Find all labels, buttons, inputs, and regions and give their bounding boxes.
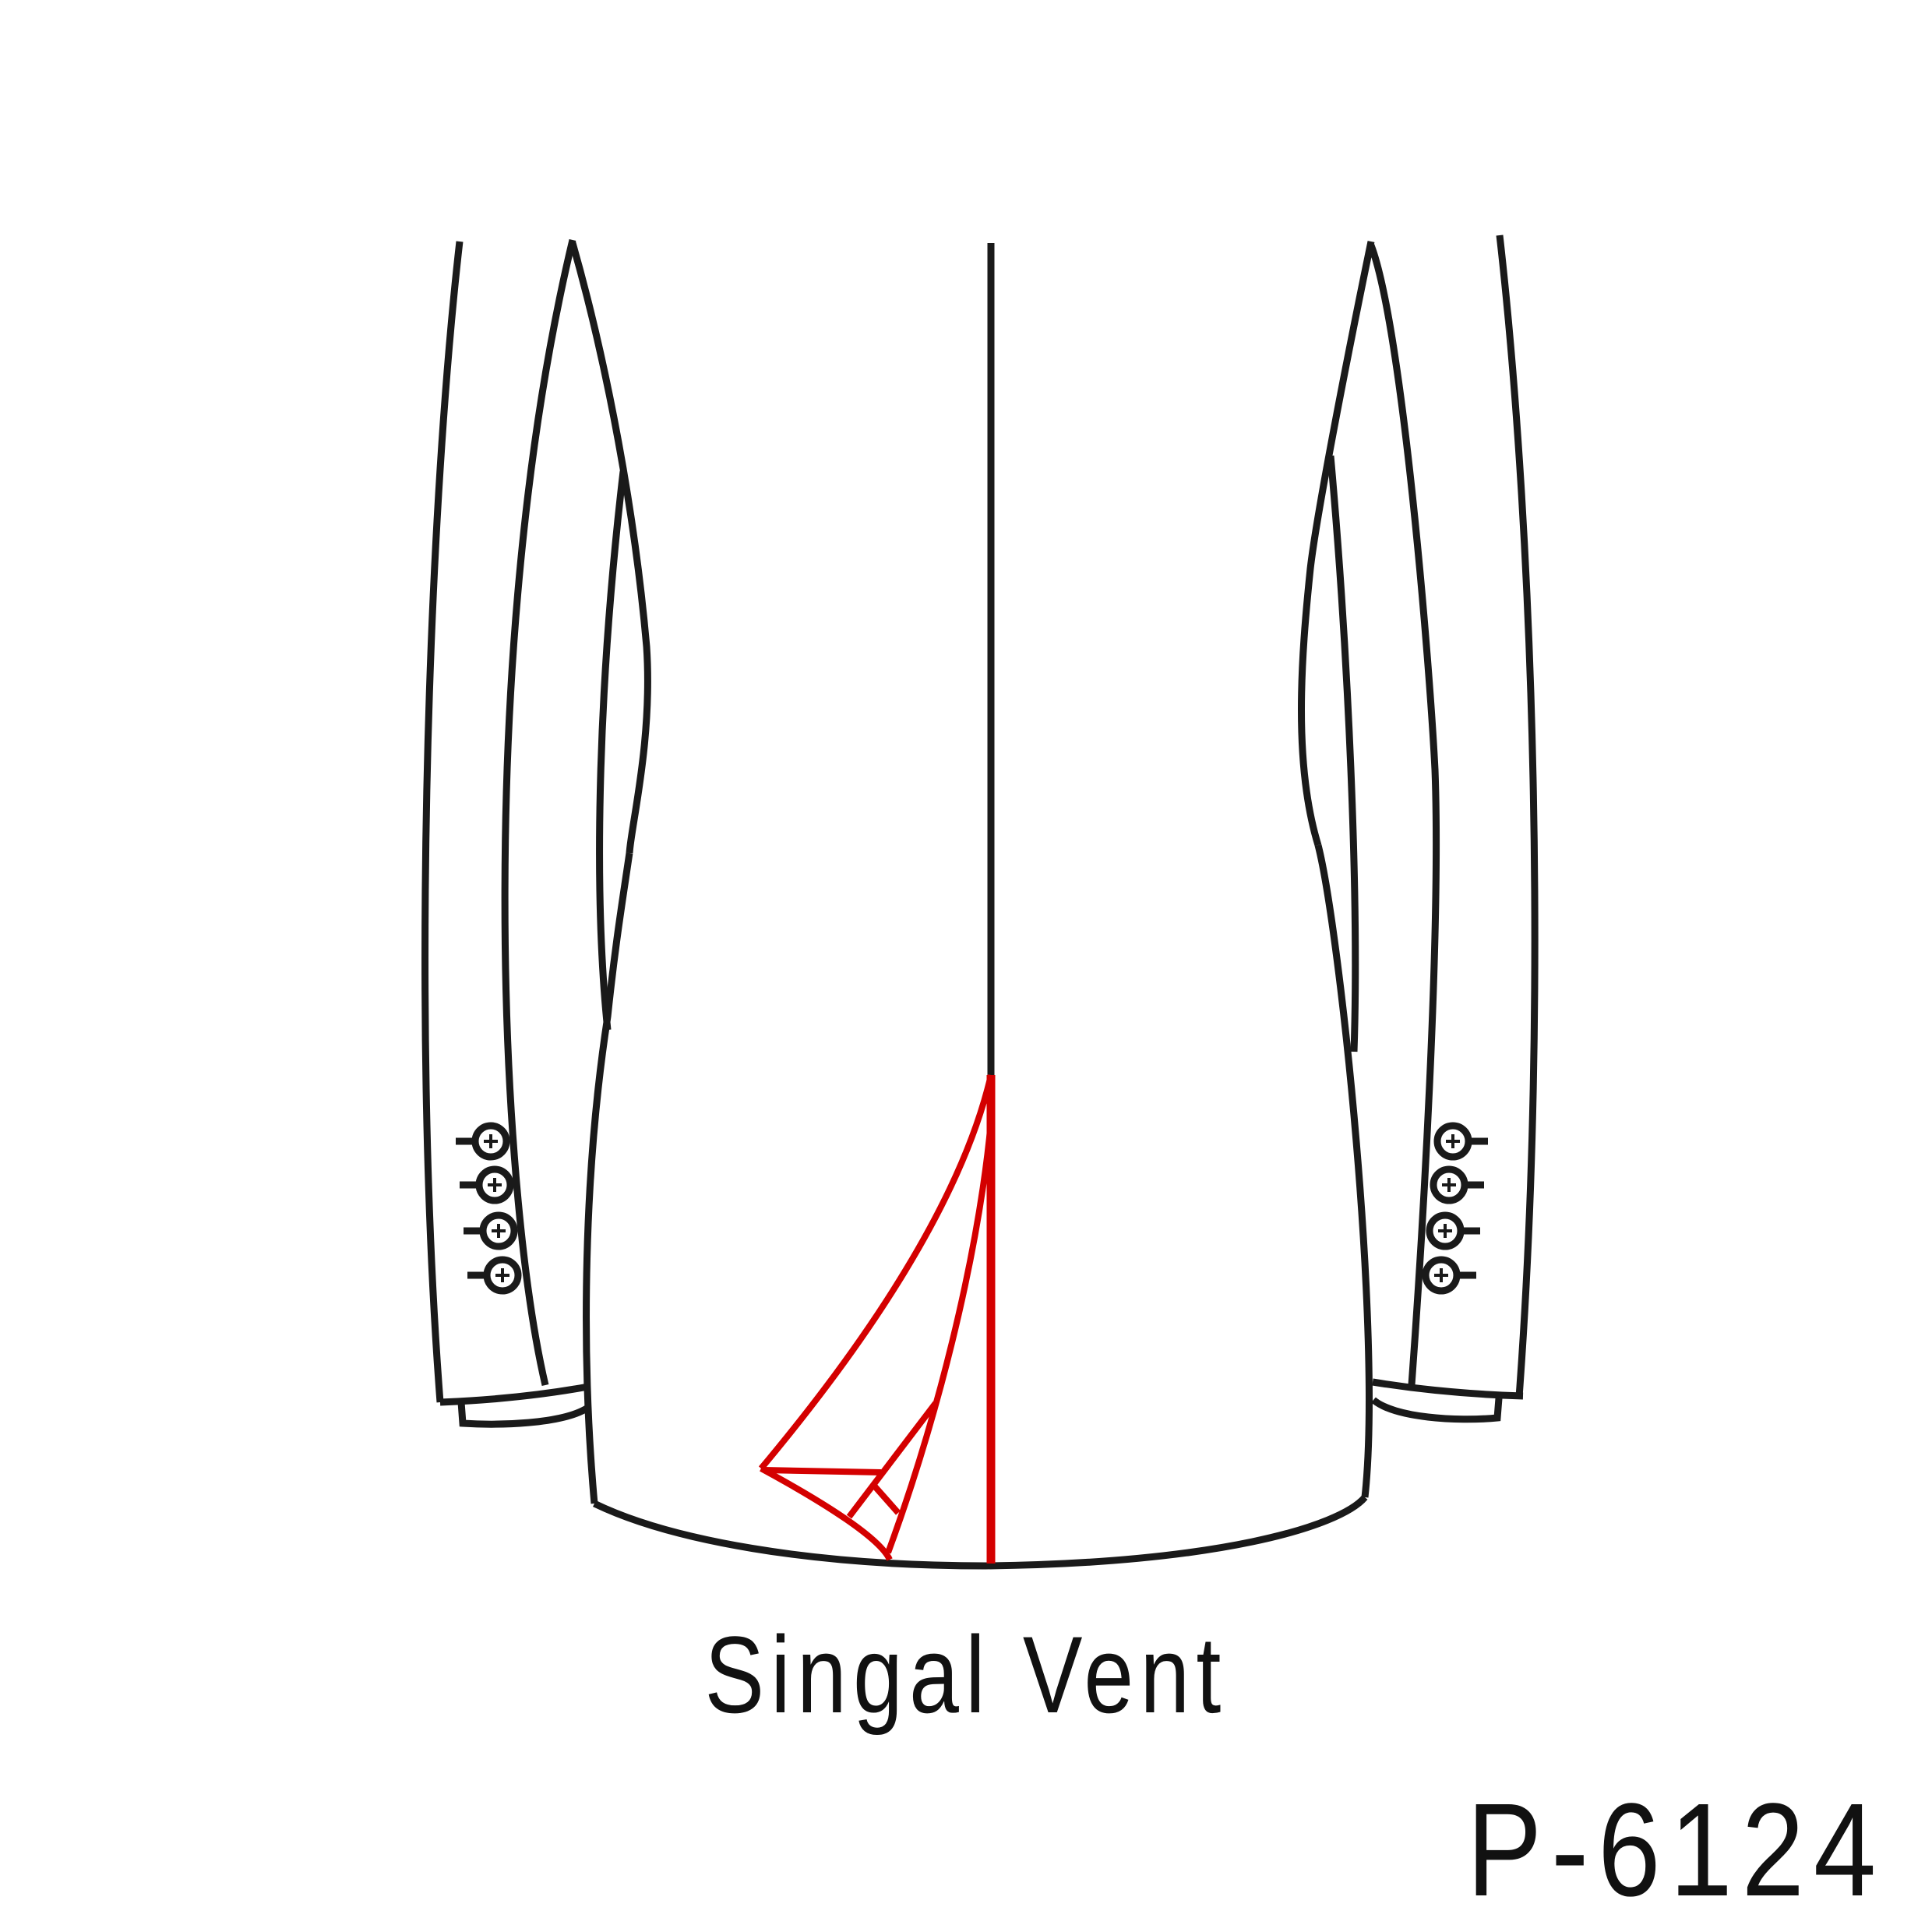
right-side-panel <box>1298 241 1375 1498</box>
left-shirt-cuff <box>457 1401 589 1428</box>
left-sleeve-hem <box>439 1383 589 1406</box>
right-side-seam <box>1314 844 1373 1498</box>
right-sleeve-outer-edge <box>1496 234 1539 1398</box>
right-shirt-cuff <box>1371 1397 1503 1423</box>
vent-flap-inner-edge <box>885 1121 994 1554</box>
right-cuff-button <box>1430 1165 1484 1204</box>
left-side-seam <box>583 852 633 1504</box>
right-underarm-seam <box>1298 241 1375 847</box>
left-sleeve-inner-edge <box>501 238 576 1387</box>
left-sleeve <box>421 238 589 1428</box>
single-vent <box>758 1074 996 1564</box>
vent-diagonal-fold <box>846 1401 939 1519</box>
right-sleeve <box>1367 234 1539 1423</box>
vent-flap-lower-edge <box>760 1465 893 1561</box>
left-dart-line <box>596 471 627 1031</box>
left-sleeve-outer-edge <box>421 241 464 1403</box>
left-cuff-button <box>456 1122 510 1161</box>
left-cuff-button <box>464 1211 518 1250</box>
left-cuff-button <box>467 1256 522 1295</box>
right-dart-line <box>1327 455 1359 1052</box>
jacket-hem <box>593 1494 1368 1570</box>
right-sleeve-hem <box>1372 1378 1524 1400</box>
right-cuff-button <box>1426 1211 1480 1250</box>
left-underarm-seam <box>569 242 651 854</box>
right-cuff-button <box>1433 1122 1488 1161</box>
style-code: P-6124 <box>1466 1776 1885 1924</box>
left-side-panel <box>569 242 651 1504</box>
right-cuff-buttons <box>1422 1122 1488 1295</box>
vent-flap-outer-edge <box>758 1074 994 1471</box>
right-sleeve-inner-edge <box>1367 244 1440 1386</box>
vent-small-fold <box>872 1483 901 1515</box>
right-cuff-button <box>1422 1256 1476 1295</box>
left-cuff-buttons <box>456 1122 522 1295</box>
vent-mitre-line <box>763 1467 882 1475</box>
diagram-caption: Singal Vent <box>704 1613 1228 1736</box>
left-cuff-button <box>460 1165 514 1204</box>
